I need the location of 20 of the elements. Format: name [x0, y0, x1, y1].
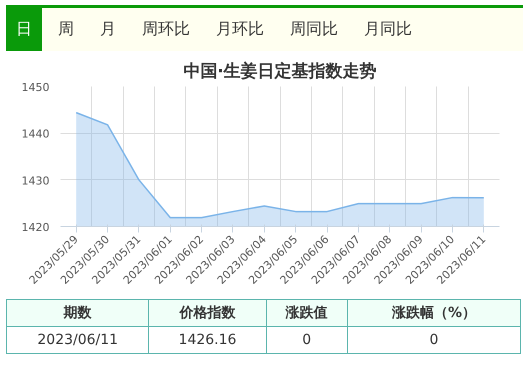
y-tick-label: 1440 — [22, 128, 50, 141]
text: 月 — [99, 18, 117, 40]
y-tick-label: 1450 — [22, 81, 50, 94]
text: 2023/06/11 — [6, 326, 149, 354]
text: 月环比 — [215, 18, 265, 40]
text: 日 — [6, 8, 42, 51]
text: 涨跌值 — [266, 300, 348, 326]
text: 月同比 — [363, 18, 413, 40]
text: 0 — [266, 326, 348, 354]
text: 价格指数 — [148, 300, 266, 326]
text: 0 — [347, 326, 520, 354]
text: 周环比 — [141, 18, 191, 40]
y-tick-label: 1430 — [22, 174, 50, 188]
text: 涨跌幅（%） — [347, 300, 520, 326]
text: 期数 — [6, 300, 149, 326]
text: 周同比 — [289, 18, 339, 40]
chart-title: 中国·生姜日定基指数走势 — [183, 60, 377, 82]
text: 周 — [57, 18, 75, 40]
y-tick-label: 1420 — [22, 221, 50, 234]
text: 1426.16 — [148, 326, 266, 354]
